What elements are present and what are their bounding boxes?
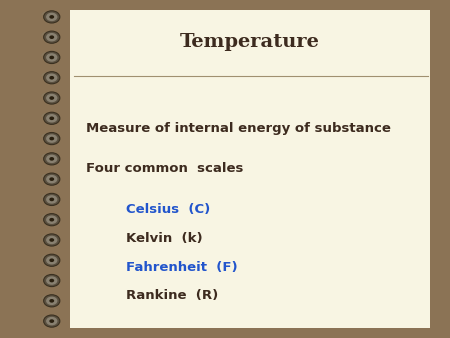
Circle shape [44,72,60,84]
Circle shape [44,132,60,145]
Circle shape [44,234,60,246]
Circle shape [44,254,60,266]
Circle shape [50,279,54,282]
Circle shape [46,73,58,82]
Circle shape [50,35,54,39]
Text: Rankine  (R): Rankine (R) [126,289,218,302]
Circle shape [46,134,58,143]
Circle shape [46,276,58,285]
Circle shape [46,236,58,244]
Circle shape [44,315,60,327]
Circle shape [50,198,54,201]
Circle shape [50,76,54,79]
Circle shape [44,173,60,185]
Circle shape [44,214,60,226]
Circle shape [46,215,58,224]
Circle shape [44,295,60,307]
Circle shape [50,259,54,262]
Circle shape [50,177,54,181]
Circle shape [50,299,54,303]
Text: Fahrenheit  (F): Fahrenheit (F) [126,261,238,273]
Circle shape [46,317,58,325]
Circle shape [46,256,58,265]
Circle shape [44,274,60,287]
Bar [70,10,430,328]
Circle shape [50,56,54,59]
Circle shape [46,94,58,102]
Circle shape [50,157,54,161]
Circle shape [44,11,60,23]
Circle shape [50,117,54,120]
Text: Measure of internal energy of substance: Measure of internal energy of substance [86,122,391,135]
Circle shape [44,193,60,206]
Text: Four common  scales: Four common scales [86,163,243,175]
Circle shape [50,96,54,100]
Circle shape [50,15,54,19]
Circle shape [46,13,58,21]
Circle shape [46,195,58,204]
Circle shape [44,112,60,124]
Circle shape [46,296,58,305]
Circle shape [50,218,54,221]
Circle shape [50,238,54,242]
Circle shape [44,153,60,165]
Circle shape [44,92,60,104]
Circle shape [46,154,58,163]
Circle shape [46,114,58,123]
Text: Kelvin  (k): Kelvin (k) [126,232,202,245]
Text: Celsius  (C): Celsius (C) [126,203,210,216]
Circle shape [46,33,58,42]
Circle shape [50,137,54,140]
Circle shape [46,175,58,184]
Circle shape [50,319,54,323]
Circle shape [46,53,58,62]
Text: Temperature: Temperature [180,33,320,51]
Circle shape [44,51,60,64]
Circle shape [44,31,60,43]
